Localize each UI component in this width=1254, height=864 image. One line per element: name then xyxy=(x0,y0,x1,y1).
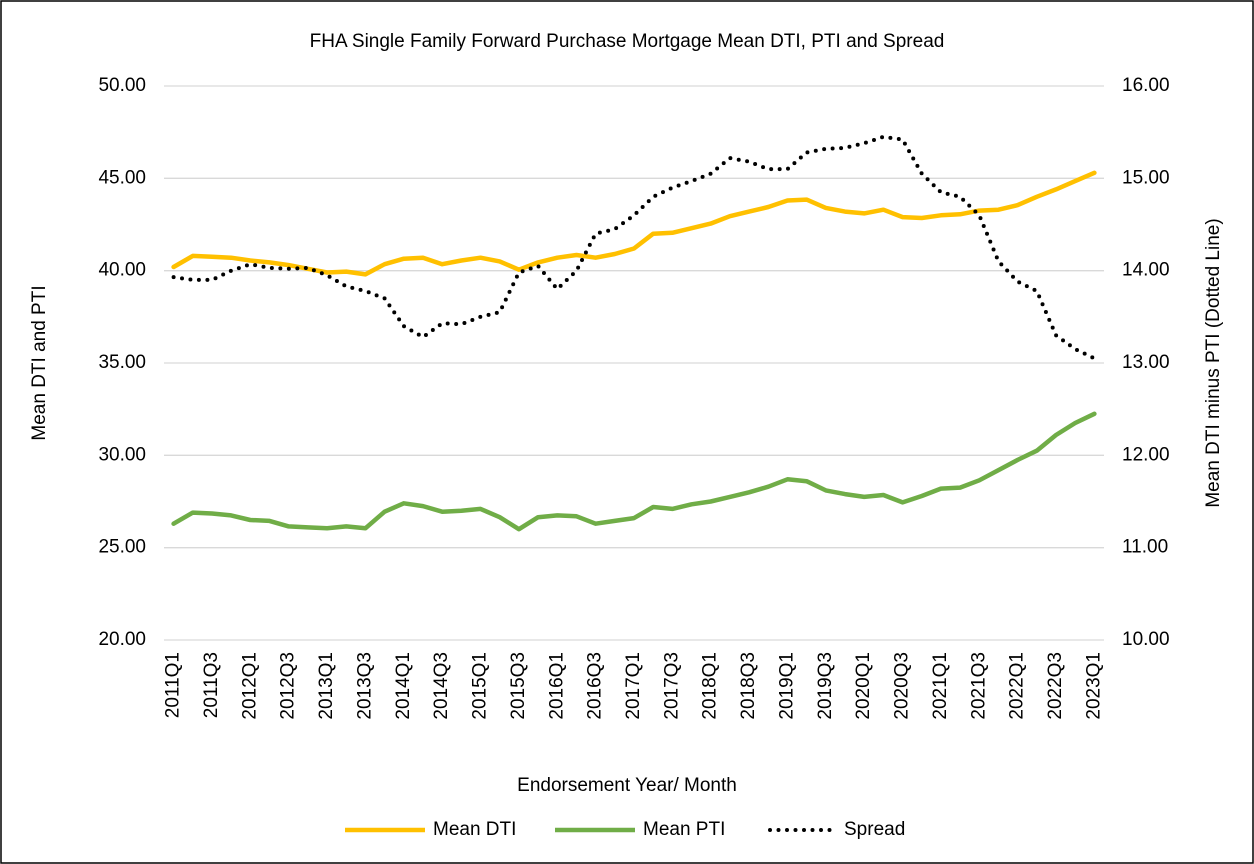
x-tick-label: 2019Q1 xyxy=(776,652,797,720)
x-tick-label: 2017Q1 xyxy=(623,652,644,720)
x-tick-label: 2012Q1 xyxy=(239,652,260,720)
x-tick-label: 2016Q3 xyxy=(585,652,606,720)
y2-tick-label: 13.00 xyxy=(1122,352,1170,373)
series-line xyxy=(171,411,1097,532)
legend-label: Spread xyxy=(844,819,905,840)
x-axis-title: Endorsement Year/ Month xyxy=(517,775,737,796)
x-tick-label: 2022Q3 xyxy=(1045,652,1066,720)
y2-tick-label: 10.00 xyxy=(1122,629,1170,650)
x-tick-label: 2013Q1 xyxy=(316,652,337,720)
y-tick-label: 25.00 xyxy=(98,537,146,558)
x-tick-label: 2021Q1 xyxy=(930,652,951,720)
y-tick-label: 45.00 xyxy=(98,167,146,188)
x-tick-label: 2017Q3 xyxy=(661,652,682,720)
x-tick-label: 2014Q1 xyxy=(393,652,414,720)
y2-tick-label: 14.00 xyxy=(1122,260,1170,281)
y-axis-title: Mean DTI and PTI xyxy=(29,285,50,440)
x-tick-label: 2016Q1 xyxy=(546,652,567,720)
x-tick-label: 2012Q3 xyxy=(278,652,299,720)
x-tick-label: 2015Q1 xyxy=(470,652,491,720)
x-tick-label: 2011Q1 xyxy=(163,652,184,718)
y2-tick-label: 11.00 xyxy=(1122,537,1168,558)
legend-label: Mean PTI xyxy=(643,819,725,840)
x-tick-label: 2021Q3 xyxy=(968,652,989,720)
x-tick-label: 2020Q3 xyxy=(892,652,913,720)
series-line xyxy=(171,170,1097,277)
y-tick-label: 40.00 xyxy=(98,260,146,281)
y-tick-label: 35.00 xyxy=(98,352,146,373)
x-tick-label: 2018Q1 xyxy=(700,652,721,720)
series-line xyxy=(171,134,1097,361)
x-tick-label: 2015Q3 xyxy=(508,652,529,720)
x-tick-label: 2014Q3 xyxy=(431,652,452,720)
y-tick-label: 50.00 xyxy=(98,75,146,96)
y2-tick-label: 12.00 xyxy=(1122,444,1170,465)
y2-tick-label: 15.00 xyxy=(1122,167,1170,188)
x-tick-label: 2022Q1 xyxy=(1007,652,1028,720)
x-tick-label: 2013Q3 xyxy=(354,652,375,720)
chart-title: FHA Single Family Forward Purchase Mortg… xyxy=(310,31,945,52)
y2-tick-label: 16.00 xyxy=(1122,75,1170,96)
x-tick-label: 2019Q3 xyxy=(815,652,836,720)
x-tick-label: 2011Q3 xyxy=(201,652,222,718)
x-tick-label: 2020Q1 xyxy=(853,652,874,720)
x-tick-label: 2023Q1 xyxy=(1083,652,1104,720)
x-tick-label: 2018Q3 xyxy=(738,652,759,720)
legend-label: Mean DTI xyxy=(433,819,516,840)
y-tick-label: 30.00 xyxy=(98,444,146,465)
y2-axis-title: Mean DTI minus PTI (Dotted Line) xyxy=(1203,218,1224,507)
y-tick-label: 20.00 xyxy=(98,629,146,650)
